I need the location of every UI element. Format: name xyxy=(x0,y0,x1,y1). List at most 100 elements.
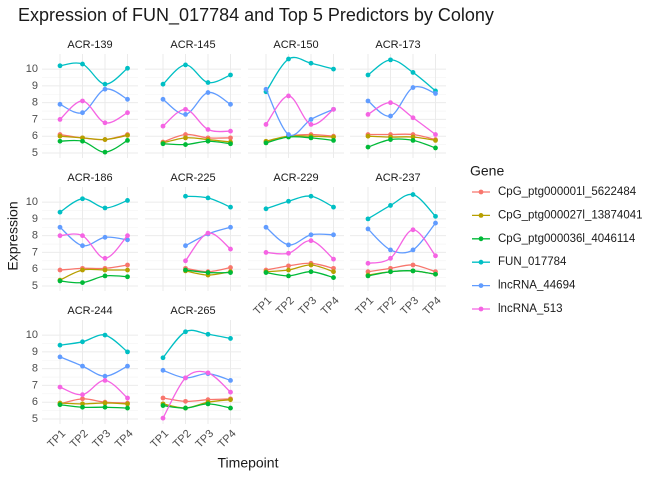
data-point xyxy=(80,401,85,407)
series-line xyxy=(59,233,128,259)
y-tick-label: 7 xyxy=(32,379,38,391)
data-point xyxy=(410,268,416,274)
data-point xyxy=(433,220,438,226)
series-line xyxy=(367,138,436,149)
strip-title: ACR-244 xyxy=(67,305,112,317)
data-point xyxy=(410,137,416,143)
data-point xyxy=(388,57,393,63)
data-point xyxy=(388,203,393,208)
x-tick-label: TP2 xyxy=(171,428,194,451)
x-tick-label: TP1 xyxy=(148,428,171,451)
data-point xyxy=(57,384,63,390)
series-line xyxy=(59,404,128,409)
data-point xyxy=(331,232,336,238)
y-tick-label: 9 xyxy=(32,346,38,358)
data-point xyxy=(205,370,211,376)
data-point xyxy=(228,336,233,341)
data-point xyxy=(183,329,188,335)
series-line xyxy=(367,222,437,254)
series-line xyxy=(162,108,231,133)
legend-label: CpG_ptg000001l_5622484 xyxy=(498,186,637,198)
data-point xyxy=(228,265,233,270)
series-line xyxy=(367,135,436,142)
data-point xyxy=(205,331,211,337)
x-tick-label: TP1 xyxy=(251,295,274,318)
data-point xyxy=(80,267,85,273)
data-point xyxy=(331,134,336,140)
data-point xyxy=(183,398,188,404)
y-tick-label: 5 xyxy=(32,413,38,425)
data-point xyxy=(308,262,314,268)
series-line xyxy=(367,133,436,141)
data-point xyxy=(57,267,63,273)
strip-title: ACR-237 xyxy=(375,172,420,184)
series-line xyxy=(265,56,334,93)
series-line xyxy=(265,262,334,271)
y-tick-label: 9 xyxy=(32,213,38,225)
data-point xyxy=(365,260,371,266)
series-line xyxy=(265,264,334,273)
series-line xyxy=(162,137,231,144)
data-point xyxy=(331,275,336,280)
data-point xyxy=(388,269,393,275)
data-point xyxy=(410,262,416,268)
data-point xyxy=(125,198,130,203)
data-point xyxy=(228,389,233,395)
data-point xyxy=(57,278,63,284)
data-point xyxy=(183,142,188,147)
legend-title: Gene xyxy=(470,163,504,179)
data-point xyxy=(80,135,85,141)
series-line xyxy=(59,402,128,405)
y-tick-label: 10 xyxy=(26,63,38,75)
data-point xyxy=(205,401,211,407)
y-tick-label: 10 xyxy=(26,329,38,341)
data-point xyxy=(80,396,85,402)
data-point xyxy=(102,404,108,410)
data-point xyxy=(433,253,438,259)
data-point xyxy=(286,267,291,273)
data-point xyxy=(160,96,166,102)
data-point xyxy=(160,141,166,147)
data-point xyxy=(228,377,233,383)
data-point xyxy=(263,270,269,275)
series-line xyxy=(162,64,231,85)
data-point xyxy=(331,265,336,271)
y-tick-label: 7 xyxy=(32,246,38,258)
data-point xyxy=(410,247,416,253)
data-point xyxy=(102,273,108,279)
data-point xyxy=(388,137,393,142)
data-point xyxy=(433,213,438,219)
legend-key-point xyxy=(478,306,484,312)
series-line xyxy=(162,140,231,146)
strip-title: ACR-139 xyxy=(67,39,112,51)
data-point xyxy=(80,98,85,104)
series-line xyxy=(59,274,128,284)
data-point xyxy=(57,342,63,348)
x-tick-label: TP4 xyxy=(113,428,136,451)
y-tick-label: 6 xyxy=(32,396,38,408)
series-line xyxy=(265,136,334,144)
data-point xyxy=(125,401,130,407)
legend-key-point xyxy=(478,259,484,265)
data-point xyxy=(125,237,130,243)
y-tick-label: 6 xyxy=(32,130,38,142)
x-tick-label: TP4 xyxy=(216,428,239,451)
data-point xyxy=(80,404,85,410)
y-tick-label: 8 xyxy=(32,230,38,242)
data-point xyxy=(388,100,393,106)
data-point xyxy=(286,93,291,99)
data-point xyxy=(286,273,291,279)
data-point xyxy=(80,280,85,286)
chart-title: Expression of FUN_017784 and Top 5 Predi… xyxy=(18,5,494,26)
data-point xyxy=(286,250,291,256)
data-point xyxy=(57,101,63,107)
data-point xyxy=(205,138,211,144)
data-point xyxy=(102,205,108,211)
y-tick-label: 7 xyxy=(32,113,38,125)
data-point xyxy=(183,111,188,117)
data-point xyxy=(102,267,108,273)
data-point xyxy=(102,373,108,379)
data-point xyxy=(205,90,211,95)
data-point xyxy=(263,250,269,255)
data-point xyxy=(205,230,211,236)
